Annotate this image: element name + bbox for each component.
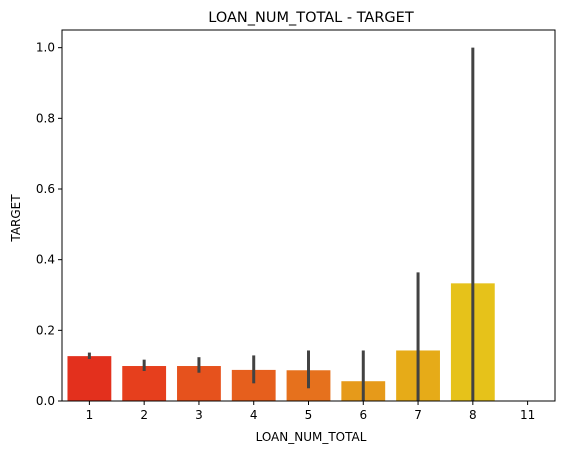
- x-axis-ticks: 1 2 3 4 5 6 7 8 11: [86, 401, 535, 422]
- x-tick-label-11: 11: [520, 408, 535, 422]
- bars-group: [67, 283, 495, 401]
- error-bars-group: [87, 47, 475, 401]
- y-axis-ticks: 0.0 0.2 0.4 0.6 0.8 1.0: [36, 41, 62, 408]
- y-tick-label-2: 0.4: [36, 253, 55, 267]
- y-tick-label-0: 0.0: [36, 394, 55, 408]
- y-axis-label: TARGET: [9, 194, 23, 243]
- x-tick-label-4: 4: [250, 408, 258, 422]
- bar-2: [122, 366, 167, 401]
- y-tick-label-1: 0.2: [36, 323, 55, 337]
- x-tick-label-8: 8: [469, 408, 477, 422]
- x-tick-label-7: 7: [414, 408, 422, 422]
- x-tick-label-2: 2: [140, 408, 148, 422]
- plot-frame: [61, 29, 556, 402]
- y-tick-label-5: 1.0: [36, 41, 55, 55]
- x-axis-label: LOAN_NUM_TOTAL: [256, 430, 367, 444]
- x-tick-label-6: 6: [359, 408, 367, 422]
- y-tick-label-3: 0.6: [36, 182, 55, 196]
- bar-1: [67, 356, 112, 401]
- chart-title: LOAN_NUM_TOTAL - TARGET: [208, 10, 414, 26]
- x-tick-label-5: 5: [305, 408, 313, 422]
- x-tick-label-3: 3: [195, 408, 203, 422]
- x-tick-label-1: 1: [86, 408, 94, 422]
- y-tick-label-4: 0.8: [36, 111, 55, 125]
